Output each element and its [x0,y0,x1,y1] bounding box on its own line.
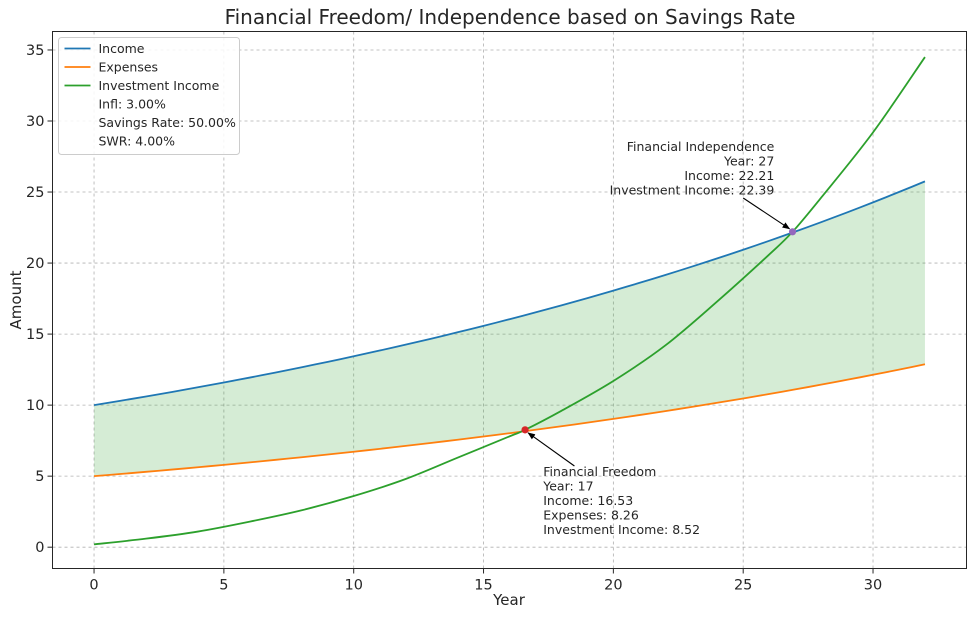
chart-title: Financial Freedom/ Independence based on… [225,5,796,29]
independence-annotation-line: Financial Independence [627,139,775,154]
y-tick-label: 35 [26,43,44,59]
x-tick-label: 10 [344,578,362,594]
freedom-annotation-line: Income: 16.53 [543,493,633,508]
independence-annotation-line: Income: 22.21 [684,168,774,183]
series-line-investment-income [93,56,926,546]
series-line-expenses [93,363,926,478]
y-tick-label: 10 [26,398,44,414]
y-tick-label: 15 [26,327,44,343]
legend: Income Expenses Investment Income Infl: 3.0… [58,37,240,155]
independence-annotation-line: Year: 27 [723,154,774,169]
legend-entry: Expenses [99,60,159,75]
x-axis-ticks: 0 5 10 15 20 25 30 [89,568,882,594]
x-tick-label: 20 [604,578,622,594]
series-lines-layer [93,56,926,546]
fill-area-layer [94,181,925,477]
legend-entry: Income [99,41,145,56]
x-tick-label: 25 [734,578,752,594]
series-line-income [93,180,926,407]
freedom-annotation-line: Investment Income: 8.52 [543,522,700,537]
x-axis-label: Year [492,591,526,609]
legend-entry: Infl: 3.00% [99,97,166,112]
x-tick-label: 15 [474,578,492,594]
y-tick-label: 0 [35,540,44,556]
x-tick-label: 30 [864,578,882,594]
y-axis-ticks: 0 5 10 15 20 25 30 35 [26,43,53,556]
freedom-annotation-line: Expenses: 8.26 [543,508,639,523]
independence-annotation-line: Investment Income: 22.39 [610,183,775,198]
freedom-annotation-line: Financial Freedom [543,464,656,479]
marker-financial-independence [788,228,797,236]
plot-frame [52,31,967,569]
x-tick-label: 5 [219,578,228,594]
legend-box [58,37,240,155]
legend-entry: SWR: 4.00% [99,134,176,149]
y-tick-label: 25 [26,185,44,201]
x-tick-label: 0 [89,578,98,594]
legend-entry: Investment Income [99,78,220,93]
independence-annotation-arrow [742,197,791,230]
y-tick-label: 20 [26,256,44,272]
freedom-annotation-line: Year: 17 [542,479,593,494]
legend-entry: Savings Rate: 50.00% [99,115,236,130]
fill-between-area [94,181,925,477]
y-axis-label: Amount [7,270,25,329]
y-tick-label: 30 [26,114,44,130]
y-tick-label: 5 [35,469,44,485]
marker-financial-freedom [521,426,529,434]
markers-layer [521,228,797,434]
freedom-annotation-arrow [527,432,575,467]
